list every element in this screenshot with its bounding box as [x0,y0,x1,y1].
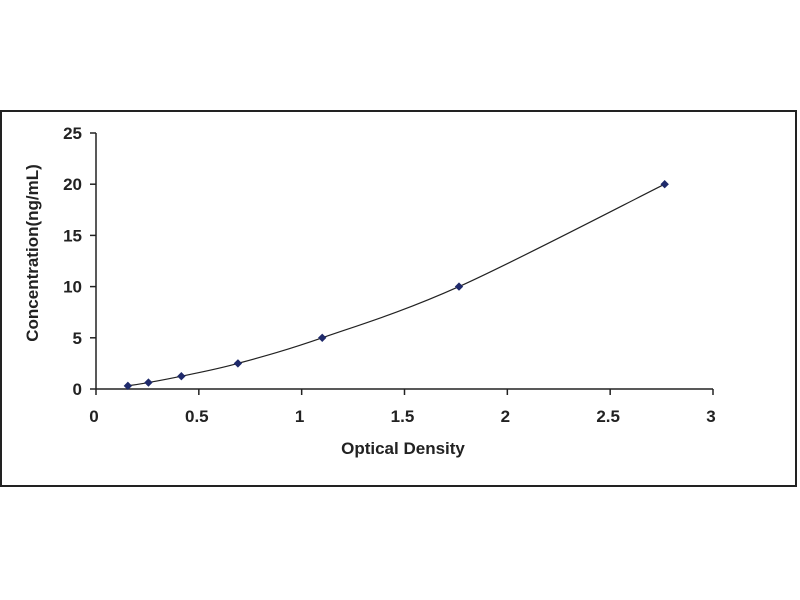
x-tick-label: 0 [89,407,98,426]
y-tick-label: 10 [63,278,82,297]
x-axis-title: Optical Density [341,439,465,458]
x-tick-label: 3 [706,407,715,426]
axes [95,133,713,390]
data-point [177,371,186,381]
data-points [123,179,669,391]
x-tick-label: 2 [501,407,510,426]
y-tick-label: 0 [73,380,82,399]
x-tick-label: 2.5 [596,407,620,426]
y-tick-label: 25 [63,124,82,143]
data-point [144,378,153,387]
data-point [660,179,669,189]
data-point [123,381,133,391]
data-point [318,333,327,343]
chart-frame [0,110,797,487]
x-tick-label: 0.5 [185,407,209,426]
x-tick-label: 1 [295,407,304,426]
y-axis-title: Concentration(ng/mL) [23,164,42,342]
fit-curve [127,183,665,387]
y-tick-label: 15 [63,226,82,245]
y-tick-label: 5 [73,329,82,348]
y-ticks: 0 5 10 15 20 25 [63,124,96,399]
data-point [233,359,243,368]
y-tick-label: 20 [63,175,82,194]
x-tick-label: 1.5 [391,407,415,426]
x-ticks: 0 0.5 1 1.5 2 2.5 3 [89,389,716,426]
data-point [454,282,464,291]
